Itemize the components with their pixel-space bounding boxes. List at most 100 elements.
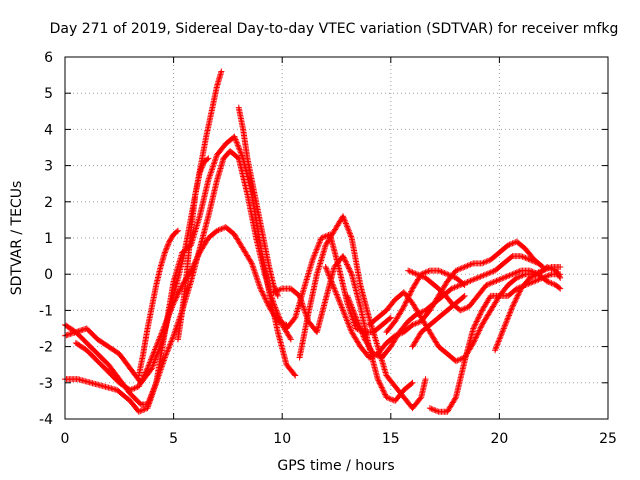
data-point: [534, 259, 541, 266]
data-point: [189, 264, 196, 271]
data-point: [348, 304, 355, 311]
data-point: [464, 279, 471, 286]
data-point: [509, 240, 516, 247]
data-point: [173, 228, 180, 235]
data-point: [205, 177, 212, 184]
data-point: [374, 376, 381, 383]
data-point: [557, 263, 564, 270]
data-point: [344, 292, 351, 299]
data-point: [419, 273, 426, 280]
data-point: [340, 213, 347, 220]
data-point: [519, 272, 526, 279]
data-point: [460, 293, 467, 300]
data-point: [271, 283, 278, 290]
data-point: [377, 381, 384, 388]
data-point: [261, 294, 268, 301]
data-point: [351, 310, 358, 317]
data-point: [271, 288, 278, 295]
data-point: [262, 295, 269, 302]
data-point: [144, 365, 151, 372]
series-track-7: [235, 104, 281, 299]
data-point: [475, 330, 482, 337]
data-point: [350, 307, 357, 314]
data-point: [346, 298, 353, 305]
data-point: [461, 263, 468, 270]
data-point: [556, 284, 563, 291]
series-track-8: [270, 253, 416, 404]
data-point: [493, 344, 500, 351]
data-point: [315, 242, 322, 249]
data-point: [505, 313, 512, 320]
data-point: [351, 319, 358, 326]
data-point: [255, 281, 262, 288]
data-point: [483, 258, 490, 265]
data-point: [249, 261, 256, 268]
data-point: [451, 284, 458, 291]
data-point: [346, 229, 353, 236]
data-point: [346, 267, 353, 274]
data-point: [476, 274, 483, 281]
data-point: [258, 287, 265, 294]
data-point: [467, 261, 474, 268]
data-point: [237, 149, 244, 156]
data-point: [516, 288, 523, 295]
data-point: [531, 278, 538, 285]
series-track-11: [322, 238, 546, 361]
data-point: [197, 168, 204, 175]
data-point: [233, 139, 240, 146]
data-point: [499, 329, 506, 336]
data-point: [330, 284, 337, 291]
data-point: [463, 304, 470, 311]
data-point: [454, 357, 461, 364]
data-point: [402, 300, 409, 307]
data-point: [476, 312, 483, 319]
data-point: [165, 313, 172, 320]
data-point: [510, 302, 517, 309]
data-point: [143, 368, 150, 375]
data-point: [154, 339, 161, 346]
data-point: [457, 265, 464, 272]
data-point: [169, 303, 176, 310]
data-point: [486, 269, 493, 276]
data-point: [345, 226, 352, 233]
data-point: [318, 235, 325, 241]
data-point: [145, 402, 152, 409]
data-point: [149, 352, 156, 359]
data-point: [174, 291, 181, 298]
data-point: [415, 319, 422, 326]
data-point: [162, 246, 169, 253]
data-point: [522, 254, 529, 261]
data-point: [170, 300, 177, 307]
data-point: [460, 264, 467, 271]
data-point: [452, 358, 459, 365]
data-point: [473, 275, 480, 282]
data-point: [141, 370, 148, 377]
data-point: [132, 384, 139, 391]
data-point: [248, 259, 255, 266]
data-point: [329, 279, 336, 286]
data-point: [432, 407, 439, 414]
data-point: [152, 346, 159, 353]
data-point: [344, 317, 351, 324]
data-point: [410, 269, 417, 276]
data-point: [346, 265, 353, 272]
data-point: [471, 324, 478, 331]
data-point: [198, 164, 205, 171]
data-point: [503, 319, 510, 326]
data-point: [190, 262, 197, 269]
data-point: [341, 216, 348, 223]
data-point: [253, 273, 260, 280]
data-point: [542, 266, 549, 273]
data-point: [193, 255, 200, 262]
data-point: [468, 260, 475, 267]
data-point: [333, 290, 340, 297]
data-point: [236, 145, 243, 152]
data-point: [492, 278, 499, 285]
data-point: [477, 324, 484, 331]
data-point: [274, 292, 281, 299]
data-point: [477, 311, 484, 318]
data-point: [148, 356, 155, 363]
data-point: [327, 275, 334, 282]
data-point: [500, 326, 507, 333]
